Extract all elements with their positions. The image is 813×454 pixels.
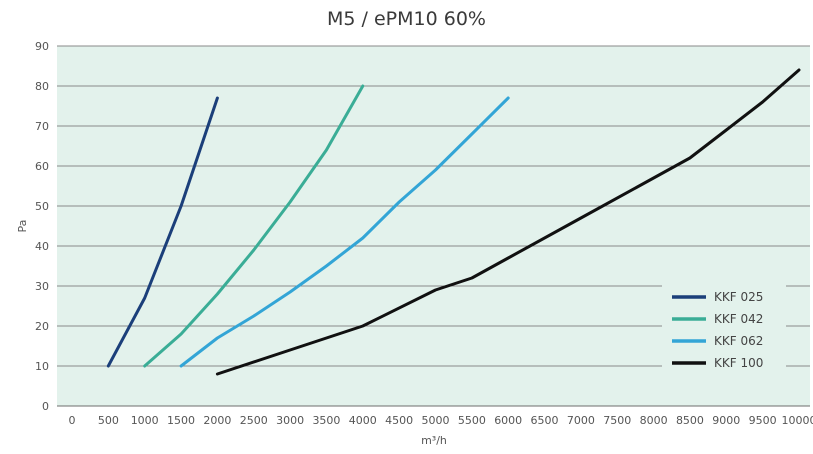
x-tick-label: 3000	[276, 414, 304, 427]
y-tick-label: 10	[35, 360, 49, 373]
x-tick-label: 3500	[312, 414, 340, 427]
x-tick-label: 8000	[640, 414, 668, 427]
x-tick-label: 9000	[712, 414, 740, 427]
x-tick-label: 1500	[167, 414, 195, 427]
x-tick-label: 9500	[749, 414, 777, 427]
x-tick-label: 10000	[782, 414, 813, 427]
x-tick-label: 4000	[349, 414, 377, 427]
series-lines	[106, 68, 801, 376]
y-axis-ticks: 0 10 20 30 40 50 60 70 80 90	[35, 40, 49, 413]
x-tick-label: 2500	[240, 414, 268, 427]
x-axis-ticks: 0 500 1000 1500 2000 2500 3000 3500 4000 4500 5000…	[69, 414, 813, 427]
chart-title: M5 / ePM10 60%	[327, 8, 486, 30]
legend-label: KKF 100	[714, 356, 763, 370]
y-tick-label: 20	[35, 320, 49, 333]
x-tick-label: 4500	[385, 414, 413, 427]
legend-label: KKF 025	[714, 290, 763, 304]
y-tick-label: 80	[35, 80, 49, 93]
x-axis-title: m³/h	[421, 434, 447, 447]
x-tick-label: 8500	[676, 414, 704, 427]
y-tick-label: 0	[42, 400, 49, 413]
x-tick-label: 5000	[422, 414, 450, 427]
series-line-2	[179, 96, 510, 368]
series-line-0	[106, 96, 219, 368]
x-tick-label: 7500	[603, 414, 631, 427]
x-tick-label: 5500	[458, 414, 486, 427]
y-tick-label: 90	[35, 40, 49, 53]
y-tick-label: 40	[35, 240, 49, 253]
y-tick-label: 50	[35, 200, 49, 213]
x-tick-label: 0	[69, 414, 76, 427]
x-tick-label: 6000	[494, 414, 522, 427]
x-tick-label: 2000	[203, 414, 231, 427]
legend-label: KKF 042	[714, 312, 763, 326]
series-line-1	[143, 84, 365, 368]
x-tick-label: 1000	[131, 414, 159, 427]
y-tick-label: 60	[35, 160, 49, 173]
y-tick-label: 70	[35, 120, 49, 133]
series-line-3	[215, 68, 801, 376]
legend-entries: KKF 025 KKF 042 KKF 062 KKF 100	[672, 290, 763, 370]
y-axis-title: Pa	[16, 220, 29, 233]
legend-label: KKF 062	[714, 334, 763, 348]
x-tick-label: 7000	[567, 414, 595, 427]
x-tick-label: 6500	[531, 414, 559, 427]
x-tick-label: 500	[98, 414, 119, 427]
y-tick-label: 30	[35, 280, 49, 293]
